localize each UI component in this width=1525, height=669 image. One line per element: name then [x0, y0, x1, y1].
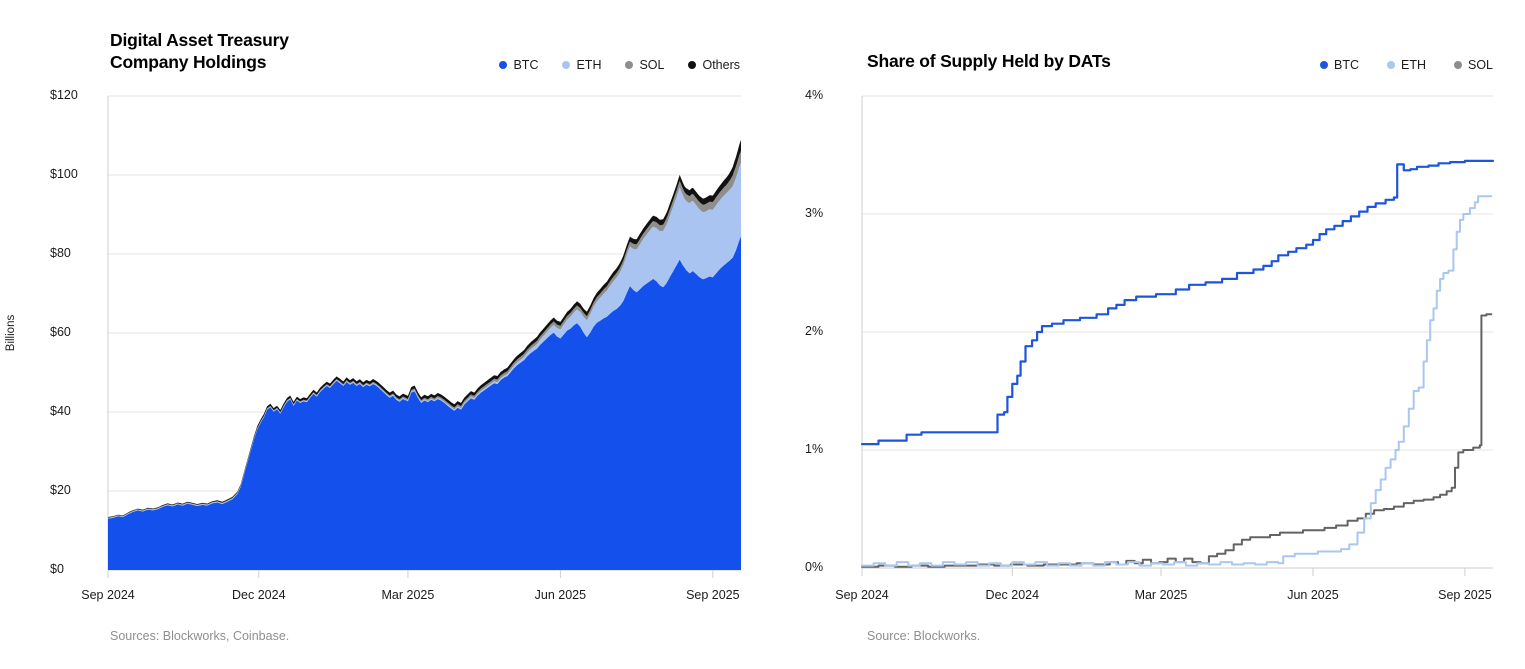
- legend-item-btc: BTC: [1319, 58, 1359, 72]
- y-tick-label: 2%: [805, 324, 824, 338]
- x-tick-label: Mar 2025: [1134, 588, 1188, 602]
- holdings-y-axis-title: Billions: [5, 314, 17, 352]
- btc-dot-icon: [499, 61, 508, 69]
- supply-title-line1: Share of Supply Held by DATs: [867, 51, 1111, 71]
- legend-label: SOL: [639, 58, 665, 72]
- area-band-sol: [108, 150, 741, 519]
- y-tick-label: 1%: [805, 442, 824, 456]
- y-tick-label: $100: [50, 167, 78, 181]
- sol-dot-icon: [625, 61, 634, 69]
- holdings-chart-title: Digital Asset Treasury Company Holdings: [110, 30, 289, 73]
- series-line-btc: [860, 159, 1495, 446]
- x-tick-label: Sep 2024: [835, 588, 889, 602]
- y-tick-label: $0: [50, 562, 64, 576]
- y-tick-label: 0%: [805, 560, 824, 574]
- legend-label: BTC: [513, 58, 539, 72]
- x-tick-label: Sep 2024: [81, 588, 135, 602]
- legend-item-eth: ETH: [1386, 58, 1426, 72]
- series-line-sol: [861, 313, 1493, 568]
- area-band-eth: [108, 162, 741, 519]
- legend-label: ETH: [576, 58, 602, 72]
- others-dot-icon: [688, 61, 697, 69]
- y-tick-label: $80: [50, 246, 71, 260]
- holdings-source: Sources: Blockworks, Coinbase.: [110, 629, 290, 643]
- x-tick-label: Sep 2025: [1438, 588, 1492, 602]
- x-tick-label: Dec 2024: [985, 588, 1040, 602]
- sol-dot-icon: [1453, 61, 1462, 69]
- supply-legend: BTC ETH SOL: [1319, 58, 1493, 72]
- legend-item-sol: SOL: [625, 58, 664, 72]
- x-tick-label: Mar 2025: [381, 588, 435, 602]
- x-tick-label: Sep 2025: [686, 588, 740, 602]
- y-tick-label: $60: [50, 325, 71, 339]
- area-band-btc: [108, 236, 741, 570]
- legend-item-sol: SOL: [1453, 58, 1493, 72]
- holdings-title-line2: Company Holdings: [110, 51, 267, 72]
- series-line-eth: [861, 195, 1493, 567]
- holdings-title-line1: Digital Asset Treasury: [110, 30, 289, 50]
- y-tick-label: $40: [50, 404, 71, 418]
- eth-dot-icon: [562, 61, 571, 69]
- y-tick-label: $20: [50, 483, 71, 497]
- legend-item-eth: ETH: [562, 58, 601, 72]
- legend-label: SOL: [1467, 58, 1493, 72]
- btc-dot-icon: [1319, 61, 1328, 69]
- y-tick-label: 3%: [805, 206, 824, 220]
- legend-label: Others: [702, 58, 740, 72]
- y-tick-label: 4%: [805, 88, 824, 102]
- holdings-legend: BTC ETH SOL Others: [499, 58, 740, 72]
- y-tick-label: $120: [50, 88, 78, 102]
- x-tick-label: Dec 2024: [232, 588, 286, 602]
- legend-item-btc: BTC: [499, 58, 538, 72]
- eth-dot-icon: [1386, 61, 1395, 69]
- x-tick-label: Jun 2025: [534, 588, 587, 602]
- legend-label: BTC: [1333, 58, 1359, 72]
- legend-item-others: Others: [688, 58, 740, 72]
- legend-label: ETH: [1400, 58, 1426, 72]
- supply-source: Source: Blockworks.: [867, 629, 981, 643]
- supply-chart-title: Share of Supply Held by DATs: [867, 51, 1111, 73]
- x-tick-label: Jun 2025: [1287, 588, 1339, 602]
